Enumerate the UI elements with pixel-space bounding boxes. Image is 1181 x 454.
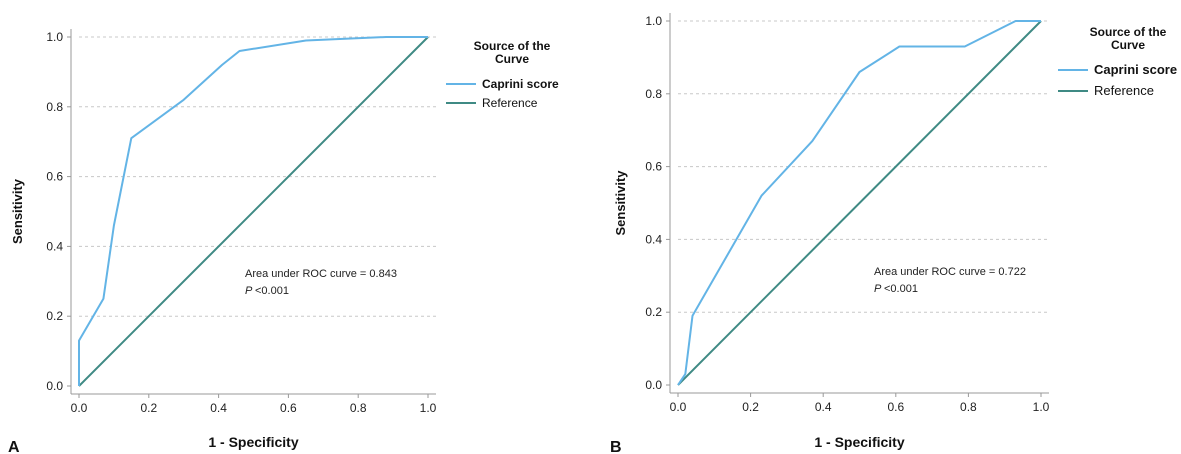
x-tick-label: 0.6 <box>887 400 904 414</box>
panel-letter: A <box>8 439 20 454</box>
y-tick-label: 0.8 <box>645 87 662 101</box>
y-tick-label: 0.0 <box>46 379 63 393</box>
y-tick-label: 0.6 <box>46 170 63 184</box>
p-value: <0.001 <box>255 285 289 297</box>
legend-title-line-2: Curve <box>1111 38 1145 52</box>
y-tick-label: 0.4 <box>645 232 662 246</box>
x-axis-title: 1 - Specificity <box>814 434 904 450</box>
y-tick-label: 1.0 <box>645 14 662 28</box>
x-tick-label: 0.8 <box>350 401 367 415</box>
x-tick-label: 1.0 <box>1033 400 1050 414</box>
x-tick-label: 0.0 <box>71 401 88 415</box>
y-axis-title: Sensitivity <box>613 170 628 236</box>
auc-annotation: Area under ROC curve = 0.722 <box>874 266 1026 278</box>
y-tick-label: 0.0 <box>645 378 662 392</box>
p-value-annotation: P <0.001 <box>245 285 289 297</box>
p-symbol: P <box>245 285 255 297</box>
y-tick-label: 0.8 <box>46 100 63 114</box>
x-tick-label: 1.0 <box>420 401 437 415</box>
y-tick-label: 1.0 <box>46 30 63 44</box>
y-tick-label: 0.2 <box>46 309 63 323</box>
x-tick-label: 0.6 <box>280 401 297 415</box>
x-tick-label: 0.4 <box>815 400 832 414</box>
chart-panel-a: 0.0 0.2 0.4 0.6 0.8 1.0 0.0 0.2 0.4 0.6 0.8 1.0 1 - … <box>8 29 559 454</box>
p-symbol: P <box>874 283 884 295</box>
x-axis-title: 1 - Specificity <box>208 434 298 450</box>
y-tick-label: 0.4 <box>46 239 63 253</box>
p-value-annotation: P <0.001 <box>874 283 918 295</box>
legend-item: Caprini score <box>1094 62 1177 77</box>
legend-title-line-2: Curve <box>495 52 529 66</box>
series-line-reference <box>78 36 429 387</box>
legend-item: Caprini score <box>482 77 559 91</box>
series-line-caprini-score <box>78 36 428 386</box>
chart-panel-b: 0.0 0.2 0.4 0.6 0.8 1.0 0.0 0.2 0.4 0.6 0.8 1.0 1 - … <box>610 13 1177 454</box>
p-value: <0.001 <box>884 283 918 295</box>
y-axis-title: Sensitivity <box>10 178 25 244</box>
legend-item: Reference <box>482 96 538 110</box>
series-line-caprini-score <box>677 20 1041 386</box>
x-tick-label: 0.4 <box>210 401 227 415</box>
legend-title-line-1: Source of the <box>474 39 551 53</box>
x-tick-label: 0.2 <box>140 401 157 415</box>
x-tick-label: 0.8 <box>960 400 977 414</box>
series-line-reference <box>677 20 1042 386</box>
auc-annotation: Area under ROC curve = 0.843 <box>245 268 397 280</box>
x-tick-label: 0.2 <box>742 400 759 414</box>
y-tick-label: 0.2 <box>645 305 662 319</box>
legend-item: Reference <box>1094 83 1154 98</box>
y-tick-label: 0.6 <box>645 160 662 174</box>
x-tick-label: 0.0 <box>670 400 687 414</box>
legend-title-line-1: Source of the <box>1090 25 1167 39</box>
panel-letter: B <box>610 439 622 454</box>
